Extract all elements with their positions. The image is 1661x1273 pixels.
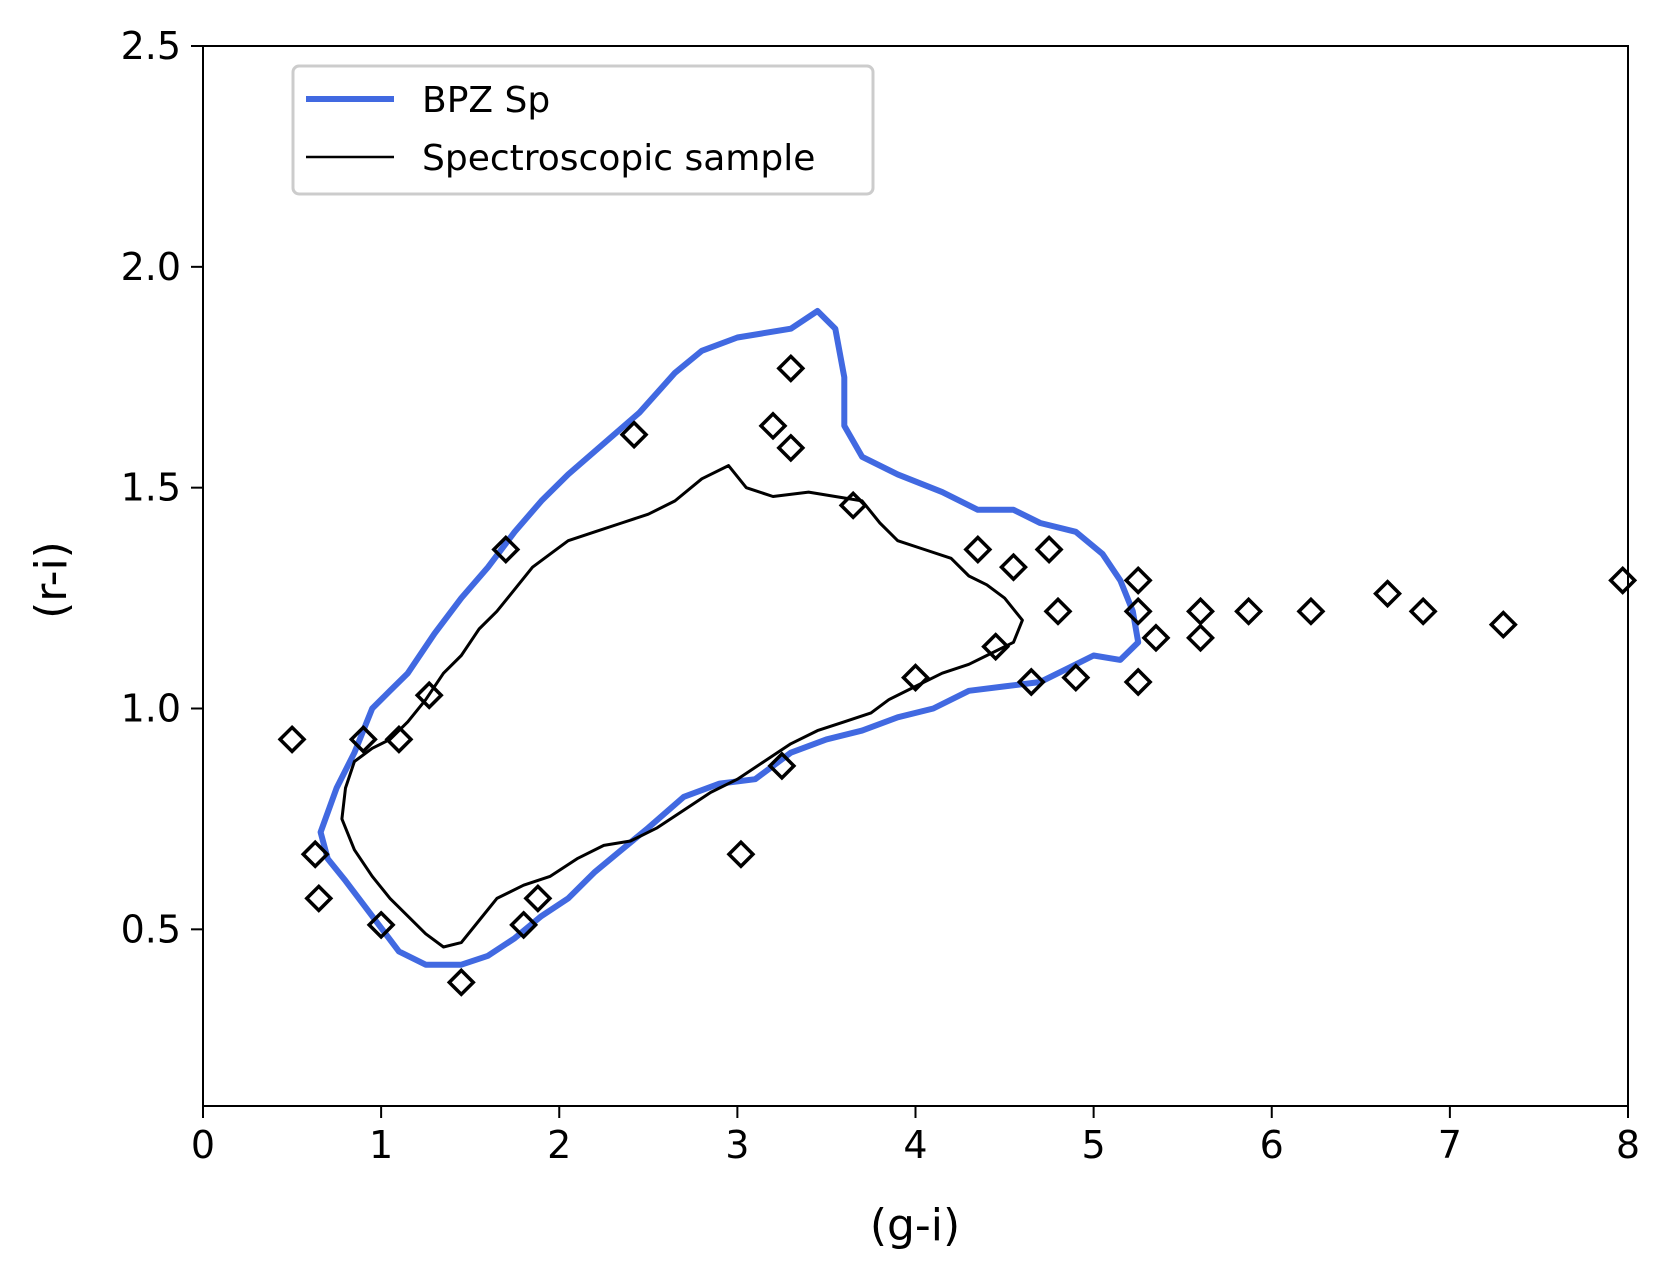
x-tick-label: 1: [369, 1123, 393, 1167]
spectroscopic-diamond-marker: [491, 535, 521, 564]
spectroscopic-diamond-marker: [776, 353, 806, 383]
spectroscopic-diamond-marker: [414, 680, 444, 710]
spectroscopic-diamond-marker: [1488, 610, 1518, 640]
spectroscopic-diamond-marker: [981, 632, 1011, 662]
spectroscopic-diamond-marker: [1141, 623, 1171, 653]
x-tick-label: 7: [1438, 1123, 1462, 1167]
x-axis: 0 1 2 3 4 5 6 7 8: [191, 1106, 1640, 1167]
spectroscopic-diamond-marker: [1016, 667, 1046, 697]
spectroscopic-diamond-marker: [1234, 596, 1264, 626]
legend-label-bpz: BPZ Sp: [422, 80, 550, 121]
spectroscopic-diamond-marker: [304, 883, 334, 913]
plot-area: [202, 45, 1638, 1107]
marker-layer: [277, 353, 1638, 997]
y-tick-label: 0.5: [121, 907, 181, 951]
spectroscopic-diamond-marker: [619, 420, 649, 450]
x-tick-label: 0: [191, 1123, 215, 1167]
spectroscopic-diamond-marker: [1608, 565, 1638, 595]
spectroscopic-diamond-marker: [1296, 596, 1326, 626]
x-tick-label: 5: [1082, 1123, 1106, 1167]
x-tick-label: 8: [1616, 1123, 1640, 1167]
spectroscopic-diamond-marker: [1408, 596, 1438, 626]
x-tick-label: 4: [903, 1123, 927, 1167]
spectroscopic-diamond-marker: [1186, 623, 1215, 653]
spectroscopic-diamond-marker: [776, 433, 806, 463]
axes-frame: [202, 45, 1629, 1107]
legend: BPZ Sp Spectroscopic sample: [291, 64, 875, 196]
spectroscopic-diamond-marker: [758, 411, 788, 441]
spectroscopic-diamond-marker: [901, 663, 930, 693]
spectroscopic-diamond-marker: [384, 724, 414, 754]
x-tick-label: 6: [1260, 1123, 1284, 1167]
spectroscopic-diamond-marker: [726, 839, 756, 869]
bpz-contour-line: [317, 308, 1142, 968]
spectroscopic-diamond-marker: [366, 910, 396, 940]
y-tick-label: 1.5: [121, 466, 181, 510]
spectroscopic-diamond-marker: [838, 490, 868, 520]
spectroscopic-diamond-marker: [1373, 579, 1403, 609]
spectroscopic-diamond-marker: [1186, 596, 1215, 626]
legend-box: [291, 64, 875, 196]
y-tick-label: 1.0: [121, 687, 181, 731]
spectroscopic-diamond-marker: [1123, 565, 1153, 595]
y-axis-label: (r-i): [26, 541, 77, 619]
x-tick-label: 3: [725, 1123, 749, 1167]
y-axis: 0.5 1.0 1.5 2.0 2.5: [121, 24, 203, 951]
x-axis-label: (g-i): [870, 1200, 960, 1251]
spectroscopic-diamond-marker: [1061, 663, 1091, 693]
spectroscopic-diamond-marker: [998, 552, 1028, 582]
spectroscopic-diamond-marker: [1123, 667, 1153, 697]
spectroscopic-diamond-marker: [1034, 535, 1064, 564]
spectroscopic-diamond-marker: [1043, 596, 1073, 626]
spectroscopic-diamond-marker: [963, 535, 993, 564]
y-tick-label: 2.0: [121, 245, 181, 289]
spectroscopic-diamond-marker: [277, 724, 307, 754]
spectroscopic-diamond-marker: [446, 967, 476, 997]
spectroscopic-diamond-marker: [300, 839, 330, 869]
spectroscopic-contour-line: [340, 464, 1024, 949]
spectroscopic-diamond-marker: [509, 910, 539, 940]
x-tick-label: 2: [547, 1123, 571, 1167]
spectroscopic-diamond-marker: [1123, 596, 1153, 626]
series-layer: [317, 308, 1142, 968]
legend-label-spec: Spectroscopic sample: [422, 138, 815, 179]
spectroscopic-diamond-marker: [767, 751, 797, 781]
y-tick-label: 2.5: [121, 24, 181, 68]
spectroscopic-diamond-marker: [523, 883, 553, 913]
spectroscopic-diamond-marker: [348, 724, 378, 754]
